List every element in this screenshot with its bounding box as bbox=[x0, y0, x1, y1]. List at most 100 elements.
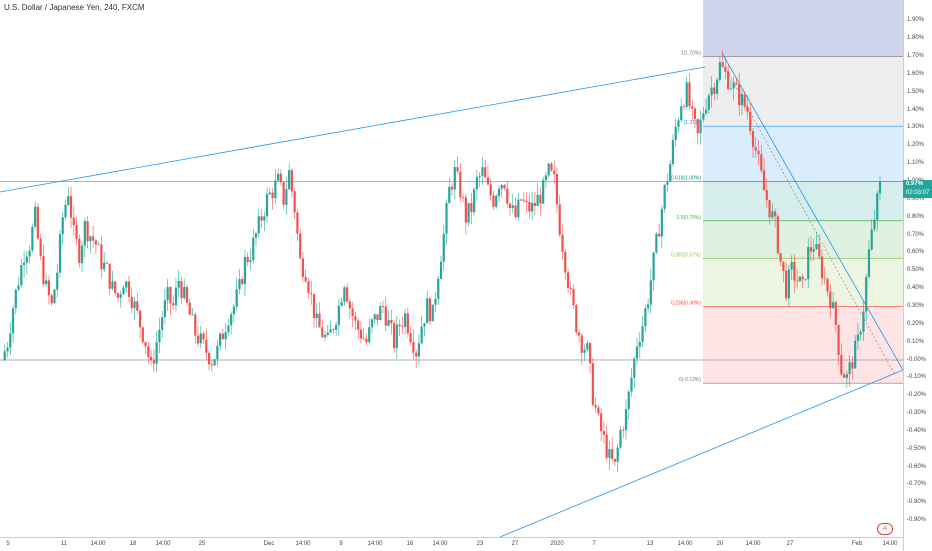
candle-body bbox=[616, 447, 619, 462]
candle-body bbox=[815, 243, 818, 250]
trendlines[interactable] bbox=[0, 52, 903, 537]
candle-body bbox=[583, 349, 586, 353]
candle-body bbox=[373, 314, 376, 320]
candle-body bbox=[525, 200, 528, 203]
time-axis-tick: 14:00 bbox=[367, 541, 383, 547]
candle-body bbox=[456, 167, 459, 172]
time-axis-tick: 14:00 bbox=[745, 541, 761, 547]
candle-body bbox=[602, 431, 605, 435]
candle-body bbox=[539, 194, 542, 204]
rising-support-line bbox=[499, 369, 903, 537]
fib-level-label: 0.236(0.30%) bbox=[671, 300, 701, 306]
candle-body bbox=[114, 281, 117, 294]
candle-body bbox=[78, 238, 81, 264]
price-axis-tick: 0.50% bbox=[907, 267, 925, 274]
candle-body bbox=[257, 216, 260, 234]
candle-body bbox=[315, 313, 318, 319]
price-chart[interactable]: 1(1.70%) (1.31%) 0.618(1.00%) 0.5(0.78%) 0.3… bbox=[0, 0, 903, 537]
candle-body bbox=[724, 66, 727, 72]
candle-body bbox=[28, 250, 31, 257]
fib-level-label: 0(-0.13%) bbox=[679, 377, 701, 383]
candle-body bbox=[249, 260, 252, 263]
candle-body bbox=[840, 355, 843, 375]
candle-body bbox=[798, 276, 802, 282]
fibonacci-retracement[interactable] bbox=[703, 0, 903, 384]
price-axis[interactable]: 1.90% 1.80% 1.70% 1.60% 1.50% 1.40% 1.30% 1.20%… bbox=[903, 0, 932, 550]
candle-body bbox=[575, 305, 578, 333]
candle-body bbox=[823, 278, 826, 280]
price-axis-tick: -0.70% bbox=[907, 481, 927, 488]
candle-body bbox=[740, 94, 744, 106]
price-axis-tick: -0.40% bbox=[907, 427, 927, 434]
price-axis-tick: 1.60% bbox=[907, 70, 925, 77]
candle-body bbox=[688, 82, 691, 107]
candle-body bbox=[183, 287, 186, 299]
candle-body bbox=[776, 216, 779, 254]
candle-body bbox=[161, 317, 164, 330]
candle-body bbox=[484, 167, 487, 178]
candle-body bbox=[3, 351, 6, 360]
candle-body bbox=[597, 407, 600, 414]
candle-body bbox=[431, 304, 434, 322]
candle-body bbox=[56, 272, 59, 290]
time-axis-tick: 23 bbox=[476, 541, 484, 547]
candle-body bbox=[707, 95, 710, 110]
candle-body bbox=[492, 195, 495, 207]
candle-body bbox=[379, 306, 382, 321]
candle-body bbox=[619, 429, 622, 448]
candle-body bbox=[773, 211, 777, 217]
candle-body bbox=[17, 285, 20, 290]
time-axis[interactable]: 5 11 14:00 18 14:00 25 Dec 14:00 9 14:00 16 14:00 23… bbox=[0, 537, 903, 551]
candle-body bbox=[594, 404, 597, 408]
candle-body bbox=[53, 289, 56, 304]
fib-zone bbox=[703, 126, 903, 182]
time-axis-tick: 27 bbox=[511, 541, 519, 547]
candle-body bbox=[478, 175, 481, 178]
candle-body bbox=[735, 82, 738, 85]
candle-body bbox=[340, 301, 343, 306]
fib-level-label: 1(1.70%) bbox=[681, 51, 702, 57]
candle-body bbox=[613, 458, 617, 462]
candle-body bbox=[348, 301, 351, 309]
candle-body bbox=[876, 193, 879, 220]
rising-resistance-line bbox=[0, 66, 706, 193]
time-axis-tick: 14:00 bbox=[295, 541, 311, 547]
candle-body bbox=[566, 272, 570, 288]
candle-body bbox=[401, 326, 404, 327]
candle-body bbox=[136, 301, 139, 311]
candle-body bbox=[285, 189, 288, 205]
candle-body bbox=[804, 279, 807, 281]
candle-body bbox=[362, 338, 365, 340]
candle-body bbox=[495, 195, 498, 207]
candle-body bbox=[194, 314, 197, 336]
candle-body bbox=[265, 194, 269, 217]
candle-body bbox=[304, 276, 307, 282]
time-axis-tick: 14:00 bbox=[882, 541, 898, 547]
candle-body bbox=[439, 261, 443, 279]
candle-body bbox=[633, 358, 636, 378]
candle-body bbox=[64, 204, 67, 218]
candle-body bbox=[646, 304, 650, 309]
fib-zone bbox=[703, 306, 903, 384]
candle-body bbox=[765, 190, 768, 201]
candle-body bbox=[307, 281, 310, 293]
auto-scale-button[interactable]: A bbox=[877, 523, 893, 535]
symbol-title: U.S. Dollar / Japanese Yen, 240, FXCM bbox=[4, 3, 145, 12]
candle-body bbox=[97, 244, 100, 246]
candle-body bbox=[188, 302, 191, 315]
candle-body bbox=[288, 170, 291, 190]
time-axis-tick: 7 bbox=[592, 541, 596, 547]
candle-body bbox=[172, 303, 175, 306]
price-axis-tick: 1.90% bbox=[907, 17, 925, 24]
candle-body bbox=[801, 276, 804, 280]
candle-body bbox=[232, 306, 236, 315]
candle-body bbox=[130, 296, 133, 309]
time-axis-tick: 14:00 bbox=[155, 541, 171, 547]
candle-body bbox=[854, 340, 857, 369]
candle-body bbox=[241, 279, 244, 285]
candle-body bbox=[86, 221, 89, 242]
candle-body bbox=[710, 87, 713, 96]
candle-body bbox=[569, 287, 572, 289]
candle-body bbox=[746, 106, 749, 112]
candle-body bbox=[442, 233, 445, 262]
